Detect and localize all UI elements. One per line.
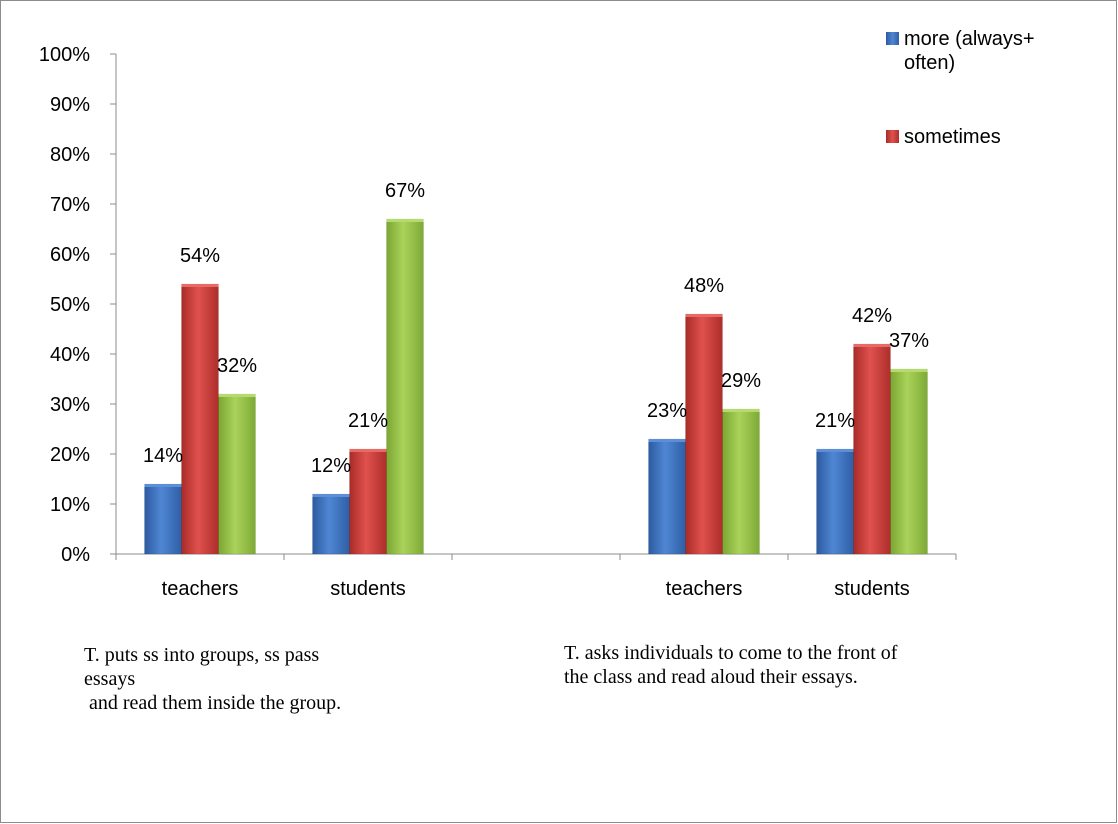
bar-series-sometimes [349,448,387,555]
bar-series-sometimes [685,313,723,555]
data-label: 37% [889,330,929,352]
x-tick-label: students [834,578,910,600]
y-tick-label: 30% [50,394,90,416]
data-label: 21% [815,410,855,432]
data-label: 14% [143,445,183,467]
x-tick-label: students [330,578,406,600]
bars [144,218,928,555]
y-tick-label: 50% [50,294,90,316]
bar-series-sometimes [853,343,891,555]
bar-top-highlight [853,344,891,347]
y-tick-label: 40% [50,344,90,366]
y-tick-label: 90% [50,94,90,116]
bar-top-highlight [722,409,760,412]
bar-series-more [816,448,854,555]
data-labels: 14% 54% 32% 12% 21% 67% 23% 48% 29% 21% 42% 37% [143,180,929,477]
y-tick-label: 10% [50,494,90,516]
bar-series-sometimes [181,283,219,555]
legend-swatch-more [886,32,899,45]
bar-series-third [722,408,760,555]
y-tick-label: 60% [50,244,90,266]
bar-top-highlight [685,314,723,317]
data-label: 23% [647,400,687,422]
bar-series-third [218,393,256,555]
y-tick-label: 70% [50,194,90,216]
data-label: 12% [311,455,351,477]
y-tick-label: 20% [50,444,90,466]
bar-series-third [386,218,424,555]
data-label: 67% [385,180,425,202]
bar-top-highlight [349,449,387,452]
bar-top-highlight [144,484,182,487]
x-tick-label: teachers [162,578,239,600]
data-label: 32% [217,355,257,377]
data-label: 21% [348,410,388,432]
legend-label-sometimes: sometimes [904,126,1001,148]
data-label: 29% [721,370,761,392]
y-tick-label: 0% [61,544,90,566]
bar-top-highlight [218,394,256,397]
bar-top-highlight [816,449,854,452]
bar-top-highlight [890,369,928,372]
group-caption-2: T. asks individuals to come to the front… [564,642,898,688]
axes: 0% 10% 20% 30% 40% 50% 60% 70% 80% 90% 100% teacher… [39,44,957,600]
group-caption-1: T. puts ss into groups, ss pass essays a… [84,644,342,714]
data-label: 48% [684,275,724,297]
legend-swatch-sometimes [886,130,899,143]
bar-top-highlight [312,494,350,497]
bar-series-more [144,483,182,555]
data-label: 42% [852,305,892,327]
bar-top-highlight [181,284,219,287]
legend-label-more: more (always+ often) [904,28,1035,74]
x-tick-label: teachers [666,578,743,600]
bar-series-more [312,493,350,555]
bar-top-highlight [648,439,686,442]
y-tick-label: 80% [50,144,90,166]
y-tick-label: 100% [39,44,90,66]
bar-series-more [648,438,686,555]
data-label: 54% [180,245,220,267]
bar-series-third [890,368,928,555]
bar-top-highlight [386,219,424,222]
